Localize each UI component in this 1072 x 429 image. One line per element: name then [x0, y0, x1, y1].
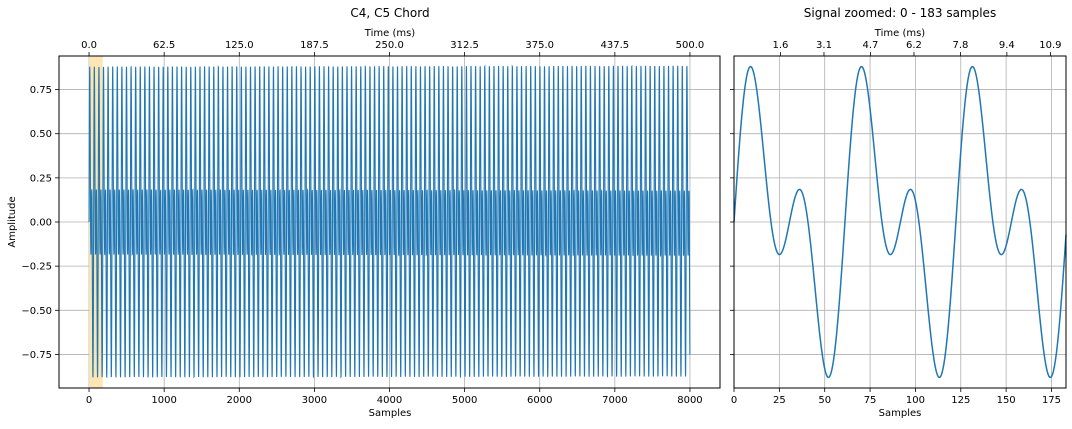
top-tick-label: 6.2 [906, 40, 922, 51]
y-tick-label: −0.50 [21, 306, 52, 317]
x-tick-label: 25 [773, 395, 786, 406]
main-signal-line [88, 64, 691, 379]
top-tick-label: 1.6 [772, 40, 788, 51]
top-tick-label: 7.8 [952, 40, 968, 51]
x-tick-label: 50 [818, 395, 831, 406]
x-tick-label: 125 [951, 395, 970, 406]
top-tick-label: 312.5 [450, 40, 479, 51]
top-tick-label: 125.0 [225, 40, 254, 51]
main-signal-panel: C4, C5 Chord Time (ms) Samples Amplitude… [7, 6, 721, 419]
zoom-chart-title: Signal zoomed: 0 - 183 samples [804, 6, 996, 20]
x-tick-label: 75 [864, 395, 877, 406]
top-tick-label: 4.7 [862, 40, 878, 51]
main-top-axis-title: Time (ms) [364, 28, 416, 39]
x-tick-label: 1000 [151, 395, 176, 406]
x-tick-label: 8000 [677, 395, 702, 406]
x-tick-label: 150 [997, 395, 1016, 406]
y-tick-label: 0.75 [30, 85, 52, 96]
zoom-signal-line [733, 65, 1067, 379]
x-tick-label: 3000 [302, 395, 327, 406]
main-chart-title: C4, C5 Chord [350, 6, 429, 20]
y-tick-label: 0.25 [30, 173, 52, 184]
x-tick-label: 2000 [227, 395, 252, 406]
top-tick-label: 187.5 [300, 40, 329, 51]
y-tick-label: 0.50 [30, 129, 52, 140]
top-tick-label: 250.0 [375, 40, 404, 51]
x-tick-label: 100 [906, 395, 925, 406]
top-tick-label: 375.0 [525, 40, 554, 51]
main-x-axis-title: Samples [369, 408, 412, 419]
top-tick-label: 500.0 [676, 40, 705, 51]
x-tick-label: 6000 [527, 395, 552, 406]
zoom-x-axis-title: Samples [879, 408, 922, 419]
zoom-top-axis-title: Time (ms) [874, 28, 926, 39]
zoom-signal-panel: Signal zoomed: 0 - 183 samples Time (ms)… [730, 6, 1067, 419]
zoom-ticks: 0 25 50 75 100 125 150 175 1.6 3.1 4.7 6.2 7.8 9.4 10.… [730, 40, 1062, 406]
top-tick-label: 9.4 [999, 40, 1015, 51]
x-tick-label: 7000 [602, 395, 627, 406]
top-tick-label: 437.5 [601, 40, 630, 51]
zoom-signal-series [733, 65, 1067, 379]
x-tick-label: 0 [86, 395, 92, 406]
top-tick-label: 10.9 [1039, 40, 1061, 51]
top-tick-label: 0.0 [81, 40, 97, 51]
top-tick-label: 62.5 [153, 40, 175, 51]
main-y-axis-title: Amplitude [7, 196, 18, 247]
x-tick-label: 175 [1042, 395, 1061, 406]
top-tick-label: 3.1 [816, 40, 832, 51]
x-tick-label: 0 [731, 395, 737, 406]
y-tick-label: 0.00 [30, 218, 52, 229]
y-tick-label: −0.25 [21, 262, 52, 273]
main-signal-series [88, 64, 691, 379]
main-ticks: 0 1000 2000 3000 4000 5000 6000 7000 8000 −0.75 −0… [21, 40, 704, 406]
x-tick-label: 5000 [452, 395, 477, 406]
y-tick-label: −0.75 [21, 350, 52, 361]
x-tick-label: 4000 [377, 395, 402, 406]
